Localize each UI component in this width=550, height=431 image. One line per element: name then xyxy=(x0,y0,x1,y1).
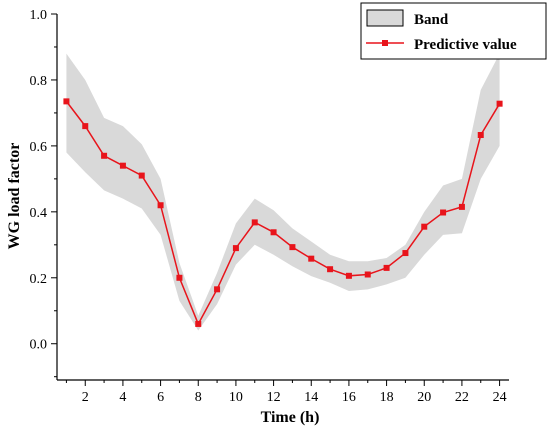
data-point-marker xyxy=(383,264,390,271)
x-tick-label: 4 xyxy=(119,390,126,405)
x-tick-label: 22 xyxy=(455,390,469,405)
data-point-marker xyxy=(119,162,126,169)
data-point-marker xyxy=(63,98,70,105)
legend-predictive-label: Predictive value xyxy=(414,37,517,53)
band-area xyxy=(66,53,500,331)
y-tick-label: 0.8 xyxy=(30,74,48,89)
data-point-marker xyxy=(440,209,447,216)
y-axis-ticks: 0.0 0.2 0.4 0.6 0.8 1.0 xyxy=(30,8,57,378)
x-axis-ticks: 2 4 6 8 10 12 14 16 18 20 22 24 xyxy=(65,380,507,405)
data-point-marker xyxy=(364,271,371,278)
data-point-marker xyxy=(176,274,183,281)
x-axis-title: Time (h) xyxy=(261,409,320,426)
data-point-marker xyxy=(82,123,89,130)
y-axis-title: WG load factor xyxy=(6,143,23,250)
data-point-marker xyxy=(157,202,164,209)
x-tick-label: 24 xyxy=(493,390,507,405)
x-tick-label: 14 xyxy=(304,390,318,405)
data-point-marker xyxy=(214,286,221,293)
data-point-marker xyxy=(421,223,428,230)
x-tick-label: 20 xyxy=(417,390,431,405)
x-tick-label: 2 xyxy=(82,390,89,405)
y-tick-label: 0.6 xyxy=(30,140,48,155)
x-tick-label: 12 xyxy=(267,390,281,405)
y-tick-label: 0.2 xyxy=(30,272,48,287)
y-tick-label: 0.0 xyxy=(30,338,48,353)
axes xyxy=(56,14,509,381)
y-tick-label: 1.0 xyxy=(30,8,48,23)
band-layer xyxy=(66,53,500,331)
series-markers xyxy=(63,98,503,327)
data-point-marker xyxy=(232,245,239,252)
data-point-marker xyxy=(138,172,145,179)
x-tick-label: 6 xyxy=(157,390,164,405)
data-point-marker xyxy=(327,266,334,273)
legend-band-swatch xyxy=(366,9,404,27)
legend: Band Predictive value xyxy=(360,2,547,60)
legend-predictive-marker xyxy=(382,40,388,46)
data-point-marker xyxy=(458,203,465,210)
series-line xyxy=(65,100,501,326)
data-point-marker xyxy=(101,152,108,159)
data-point-marker xyxy=(195,320,202,327)
data-point-marker xyxy=(270,229,277,236)
data-point-marker xyxy=(477,132,484,139)
x-tick-label: 10 xyxy=(229,390,243,405)
x-tick-label: 16 xyxy=(342,390,356,405)
data-point-marker xyxy=(496,100,503,107)
legend-band-label: Band xyxy=(414,12,449,28)
data-point-marker xyxy=(345,272,352,279)
x-tick-label: 18 xyxy=(380,390,394,405)
data-point-marker xyxy=(402,250,409,257)
data-point-marker xyxy=(289,244,296,251)
y-tick-label: 0.4 xyxy=(30,206,48,221)
x-tick-label: 8 xyxy=(195,390,202,405)
data-point-marker xyxy=(308,255,315,262)
data-point-marker xyxy=(251,219,258,226)
series-line-layer xyxy=(65,100,501,326)
